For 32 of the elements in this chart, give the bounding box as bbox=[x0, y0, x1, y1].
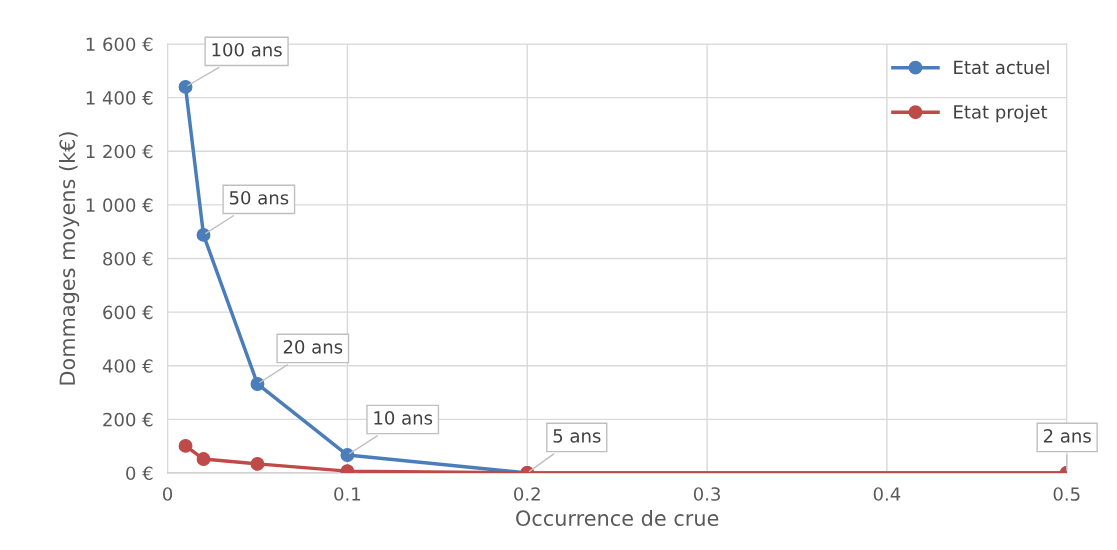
y-tick-label: 1 000 € bbox=[86, 198, 153, 212]
point bbox=[196, 227, 211, 242]
annotation: 5 ans bbox=[553, 429, 601, 443]
annotation: 100 ans bbox=[212, 42, 282, 57]
point bbox=[250, 377, 265, 391]
y-axis-title: Dommages moyens (k€) bbox=[59, 132, 80, 385]
y-tick-label: 600 € bbox=[103, 305, 153, 320]
x-tick-label: 0.4 bbox=[873, 487, 901, 501]
point bbox=[178, 79, 193, 94]
annotation: 2 ans bbox=[1043, 429, 1091, 443]
y-tick-label: 1 200 € bbox=[86, 144, 153, 159]
point bbox=[178, 438, 193, 453]
y-tick-label: 0 € bbox=[126, 466, 153, 481]
x-tick-label: 0.3 bbox=[693, 487, 720, 501]
y-tick-label: 1 400 € bbox=[86, 91, 153, 105]
x-axis-title: Occurrence de crue bbox=[516, 509, 719, 527]
legend-label: Etat actuel bbox=[954, 60, 1049, 75]
x-tick-label: 0.1 bbox=[334, 487, 361, 501]
point bbox=[340, 448, 355, 462]
y-tick-label: 200 € bbox=[103, 412, 153, 427]
point bbox=[250, 456, 265, 471]
point bbox=[196, 452, 211, 467]
x-tick-label: 0.5 bbox=[1053, 487, 1080, 501]
annotation: 50 ans bbox=[229, 190, 289, 205]
x-tick-label: 0 bbox=[163, 487, 173, 501]
y-tick-label: 1 600 € bbox=[86, 37, 153, 52]
annotation: 10 ans bbox=[374, 411, 433, 425]
annotation: 20 ans bbox=[283, 340, 343, 354]
y-tick-label: 800 € bbox=[103, 251, 153, 266]
legend-label: Etat projet bbox=[954, 104, 1048, 123]
x-tick-label: 0.2 bbox=[514, 487, 540, 501]
y-tick-label: 400 € bbox=[102, 359, 153, 373]
